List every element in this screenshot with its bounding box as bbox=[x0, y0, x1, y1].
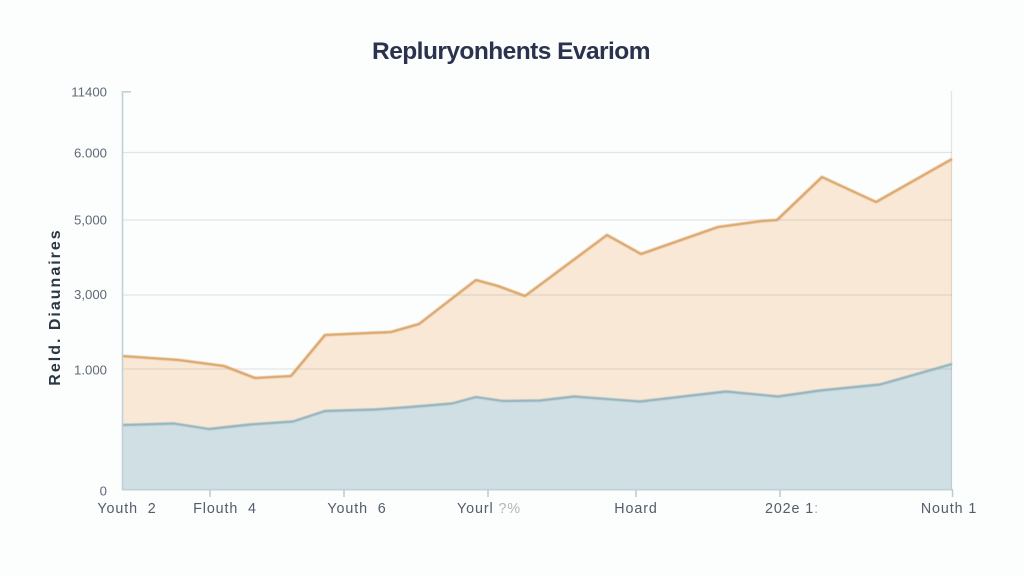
svg-text:202e 1:: 202e 1: bbox=[765, 501, 819, 517]
svg-text:1.000: 1.000 bbox=[74, 363, 107, 378]
svg-text:0: 0 bbox=[100, 484, 107, 499]
svg-text:Reld. Diaunaires: Reld. Diaunaires bbox=[47, 228, 64, 385]
svg-text:Flouth 4: Flouth 4 bbox=[193, 501, 257, 517]
svg-text:Repluryonhents Evariom: Repluryonhents Evariom bbox=[372, 38, 650, 65]
svg-text:Nouth 1: Nouth 1 bbox=[921, 501, 977, 517]
svg-text:Youth 6: Youth 6 bbox=[327, 501, 386, 517]
svg-text:5,000: 5,000 bbox=[74, 213, 107, 228]
svg-text:3,000: 3,000 bbox=[74, 287, 107, 302]
svg-text:Hoard: Hoard bbox=[614, 501, 657, 517]
svg-text:6.000: 6.000 bbox=[74, 146, 107, 161]
svg-text:Yourl ?%: Yourl ?% bbox=[457, 501, 521, 517]
svg-text:Youth 2: Youth 2 bbox=[97, 501, 156, 517]
svg-text:11400: 11400 bbox=[71, 85, 107, 100]
